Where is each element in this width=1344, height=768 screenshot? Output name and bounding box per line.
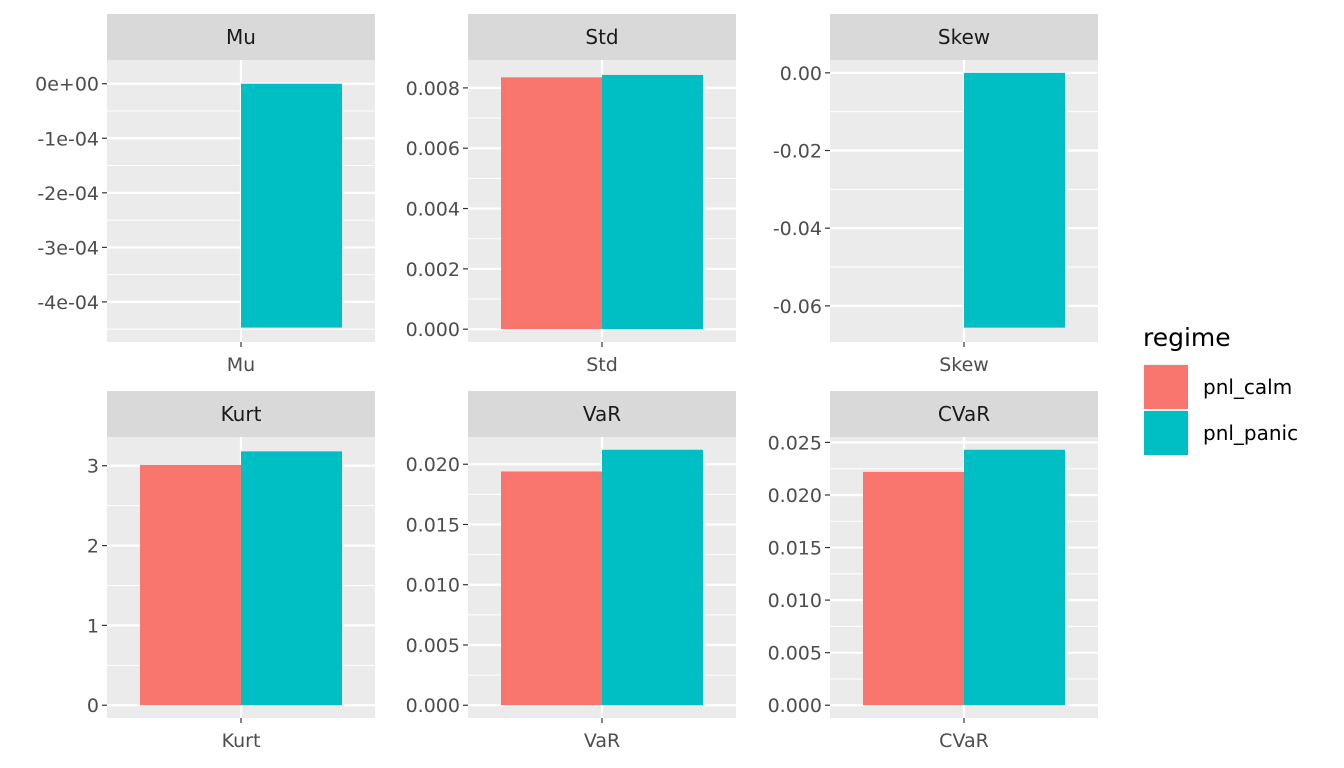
y-tick-label: 0.000 bbox=[768, 695, 822, 717]
facet-kurt: Kurt 0 1 2 3 Kurt bbox=[87, 391, 375, 752]
x-tick-label: Kurt bbox=[222, 730, 261, 752]
bar-pnl-panic bbox=[241, 83, 342, 328]
facet-strip bbox=[468, 14, 736, 60]
legend-label-pnl-calm: pnl_calm bbox=[1203, 375, 1292, 399]
y-tick-label: 0.020 bbox=[768, 485, 822, 507]
bar-pnl-panic bbox=[964, 449, 1065, 706]
bar-pnl-calm bbox=[501, 77, 602, 330]
facet-var: VaR 0.000 0.005 0.010 0.015 0.020 VaR bbox=[406, 391, 736, 752]
y-tick-label: 0.00 bbox=[780, 63, 822, 85]
y-tick-label: 0.002 bbox=[406, 259, 460, 281]
legend: regime pnl_calm pnl_panic bbox=[1143, 323, 1298, 455]
facet-strip bbox=[107, 391, 375, 437]
x-tick-label: VaR bbox=[584, 730, 620, 752]
facet-std: Std 0.000 0.002 0.004 0.006 0.008 Std bbox=[406, 14, 736, 376]
y-tick-label: 0.010 bbox=[768, 590, 822, 612]
bar-pnl-panic bbox=[602, 449, 703, 706]
facet-strip bbox=[830, 14, 1098, 60]
y-tick-label: 0 bbox=[87, 695, 99, 717]
y-tick-label: 0.020 bbox=[406, 454, 460, 476]
y-tick-label: 0.010 bbox=[406, 575, 460, 597]
legend-key-pnl-calm bbox=[1144, 365, 1188, 409]
x-tick-label: Mu bbox=[227, 354, 255, 376]
facet-title: CVaR bbox=[938, 402, 990, 426]
y-tick-label: 0e+00 bbox=[35, 74, 99, 96]
facet-title: Kurt bbox=[221, 402, 262, 426]
y-tick-label: 0.006 bbox=[406, 138, 460, 160]
facet-title: VaR bbox=[583, 402, 621, 426]
facet-strip bbox=[468, 391, 736, 437]
facet-strip bbox=[107, 14, 375, 60]
y-tick-label: 0.015 bbox=[406, 514, 460, 536]
facet-title: Std bbox=[585, 25, 618, 49]
bar-pnl-panic bbox=[964, 72, 1065, 328]
y-tick-label: -2e-04 bbox=[37, 183, 99, 205]
legend-label-pnl-panic: pnl_panic bbox=[1203, 421, 1298, 445]
y-tick-label: 0.005 bbox=[768, 643, 822, 665]
y-tick-label: -0.06 bbox=[773, 296, 822, 318]
facet-title: Mu bbox=[226, 25, 256, 49]
y-tick-label: 3 bbox=[87, 456, 99, 478]
y-tick-label: 2 bbox=[87, 536, 99, 558]
y-tick-label: 0.004 bbox=[406, 199, 460, 221]
y-tick-label: -0.04 bbox=[773, 218, 822, 240]
facet-cvar: CVaR 0.000 0.005 0.010 0.015 0.020 0.025 CVaR bbox=[768, 391, 1098, 752]
bar-pnl-calm bbox=[501, 471, 602, 706]
y-tick-label: -0.02 bbox=[773, 141, 822, 163]
x-tick-label: CVaR bbox=[939, 730, 989, 752]
x-tick-label: Std bbox=[586, 354, 618, 376]
bar-pnl-panic bbox=[241, 451, 342, 706]
x-tick-label: Skew bbox=[939, 354, 989, 376]
facet-skew: Skew 0.00 -0.02 -0.04 -0.06 Skew bbox=[773, 14, 1098, 376]
legend-key-pnl-panic bbox=[1144, 411, 1188, 455]
facet-mu: Mu 0e+00 -1e-04 -2e-04 -3e-04 -4e-04 Mu bbox=[35, 14, 375, 376]
bar-pnl-calm bbox=[863, 471, 964, 706]
legend-title: regime bbox=[1143, 323, 1231, 352]
bar-pnl-panic bbox=[602, 74, 703, 330]
y-tick-label: 0.000 bbox=[406, 695, 460, 717]
y-tick-label: -3e-04 bbox=[37, 237, 99, 259]
y-tick-label: 0.000 bbox=[406, 319, 460, 341]
y-tick-label: 1 bbox=[87, 615, 99, 637]
y-tick-label: 0.005 bbox=[406, 635, 460, 657]
y-tick-label: 0.008 bbox=[406, 78, 460, 100]
y-tick-label: -1e-04 bbox=[37, 128, 99, 150]
facet-strip bbox=[830, 391, 1098, 437]
y-tick-label: 0.025 bbox=[768, 432, 822, 454]
facet-title: Skew bbox=[938, 25, 990, 49]
bar-pnl-calm bbox=[140, 464, 241, 706]
y-tick-label: -4e-04 bbox=[37, 292, 99, 314]
y-tick-label: 0.015 bbox=[768, 538, 822, 560]
